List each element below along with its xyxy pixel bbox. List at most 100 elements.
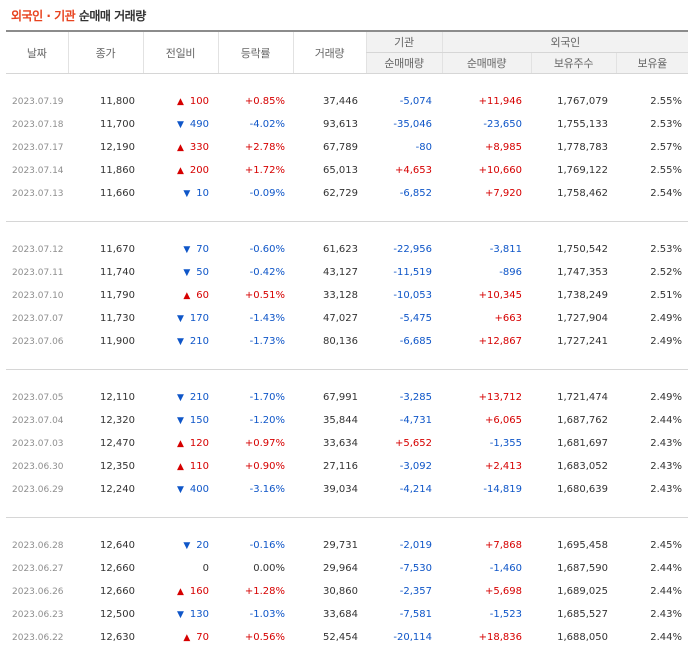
institution-net-cell: -6,852 xyxy=(366,182,442,205)
triangle-up-icon: ▲ xyxy=(177,462,184,472)
close-cell: 12,630 xyxy=(68,626,143,649)
ratio-cell: 2.57% xyxy=(616,136,688,159)
change-cell: ▼210 xyxy=(143,386,218,409)
foreign-net-cell: +8,985 xyxy=(442,136,531,159)
holdings-cell: 1,755,133 xyxy=(531,113,616,136)
group-spacer xyxy=(6,501,688,518)
rate-cell: -1.43% xyxy=(218,307,293,330)
ratio-cell: 2.44% xyxy=(616,409,688,432)
header-date: 날짜 xyxy=(6,31,68,74)
triangle-down-icon: ▼ xyxy=(183,268,190,278)
holdings-cell: 1,685,527 xyxy=(531,603,616,626)
institution-net-cell: -4,214 xyxy=(366,478,442,501)
change-cell: ▼400 xyxy=(143,478,218,501)
foreign-net-cell: -23,650 xyxy=(442,113,531,136)
rate-cell: -4.02% xyxy=(218,113,293,136)
group-spacer xyxy=(6,370,688,386)
holdings-cell: 1,727,241 xyxy=(531,330,616,353)
change-value: 160 xyxy=(190,586,209,597)
ratio-cell: 2.53% xyxy=(616,113,688,136)
change-cell: ▼150 xyxy=(143,409,218,432)
date-cell: 2023.07.14 xyxy=(6,159,68,182)
trading-table: 날짜 종가 전일비 등락률 거래량 기관 외국인 순매매량 순매매량 보유주수 … xyxy=(6,30,688,649)
ratio-cell: 2.49% xyxy=(616,330,688,353)
header-institution-group: 기관 xyxy=(366,31,442,53)
date-cell: 2023.07.04 xyxy=(6,409,68,432)
date-cell: 2023.07.13 xyxy=(6,182,68,205)
change-cell: ▼130 xyxy=(143,603,218,626)
rate-cell: -1.03% xyxy=(218,603,293,626)
triangle-down-icon: ▼ xyxy=(183,245,190,255)
change-cell: ▼70 xyxy=(143,238,218,261)
foreign-net-cell: +13,712 xyxy=(442,386,531,409)
rate-cell: +0.51% xyxy=(218,284,293,307)
date-cell: 2023.06.23 xyxy=(6,603,68,626)
rate-cell: +0.90% xyxy=(218,455,293,478)
header-foreign-group: 외국인 xyxy=(442,31,688,53)
title-institution: 기관 xyxy=(54,9,75,23)
header-foreign-net: 순매매량 xyxy=(442,53,531,74)
institution-net-cell: -11,519 xyxy=(366,261,442,284)
rate-cell: -1.73% xyxy=(218,330,293,353)
holdings-cell: 1,683,052 xyxy=(531,455,616,478)
triangle-up-icon: ▲ xyxy=(177,439,184,449)
foreign-net-cell: +6,065 xyxy=(442,409,531,432)
triangle-down-icon: ▼ xyxy=(177,610,184,620)
close-cell: 12,500 xyxy=(68,603,143,626)
close-cell: 12,660 xyxy=(68,557,143,580)
group-spacer xyxy=(6,205,688,222)
foreign-net-cell: -1,460 xyxy=(442,557,531,580)
foreign-net-cell: +12,867 xyxy=(442,330,531,353)
ratio-cell: 2.51% xyxy=(616,284,688,307)
institution-net-cell: -4,731 xyxy=(366,409,442,432)
close-cell: 11,700 xyxy=(68,113,143,136)
institution-net-cell: -6,685 xyxy=(366,330,442,353)
close-cell: 12,190 xyxy=(68,136,143,159)
date-cell: 2023.07.18 xyxy=(6,113,68,136)
date-cell: 2023.07.17 xyxy=(6,136,68,159)
section-title: 외국인 · 기관 순매매 거래량 xyxy=(11,7,146,24)
ratio-cell: 2.43% xyxy=(616,478,688,501)
header-volume: 거래량 xyxy=(293,31,366,74)
foreign-net-cell: +11,946 xyxy=(442,90,531,113)
volume-cell: 27,116 xyxy=(293,455,366,478)
volume-cell: 33,634 xyxy=(293,432,366,455)
rate-cell: +0.85% xyxy=(218,90,293,113)
institution-net-cell: -7,581 xyxy=(366,603,442,626)
foreign-net-cell: -1,523 xyxy=(442,603,531,626)
header-ratio: 보유율 xyxy=(616,53,688,74)
institution-net-cell: -2,019 xyxy=(366,534,442,557)
change-cell: ▲ 110 xyxy=(143,455,218,478)
holdings-cell: 1,695,458 xyxy=(531,534,616,557)
holdings-cell: 1,727,904 xyxy=(531,307,616,330)
title-separator: · xyxy=(46,9,50,23)
ratio-cell: 2.44% xyxy=(616,557,688,580)
close-cell: 11,730 xyxy=(68,307,143,330)
change-value: 490 xyxy=(190,119,209,130)
volume-cell: 93,613 xyxy=(293,113,366,136)
change-cell: ▼10 xyxy=(143,182,218,205)
rate-cell: -0.42% xyxy=(218,261,293,284)
foreign-net-cell: +10,345 xyxy=(442,284,531,307)
change-cell: ▼490 xyxy=(143,113,218,136)
close-cell: 11,740 xyxy=(68,261,143,284)
institution-net-cell: -5,074 xyxy=(366,90,442,113)
date-cell: 2023.07.11 xyxy=(6,261,68,284)
ratio-cell: 2.49% xyxy=(616,386,688,409)
rate-cell: -1.20% xyxy=(218,409,293,432)
change-value: 110 xyxy=(190,461,209,472)
volume-cell: 43,127 xyxy=(293,261,366,284)
holdings-cell: 1,758,462 xyxy=(531,182,616,205)
foreign-net-cell: -896 xyxy=(442,261,531,284)
holdings-cell: 1,750,542 xyxy=(531,238,616,261)
institution-net-cell: -10,053 xyxy=(366,284,442,307)
volume-cell: 29,964 xyxy=(293,557,366,580)
header-rate: 등락률 xyxy=(218,31,293,74)
group-spacer xyxy=(6,518,688,534)
